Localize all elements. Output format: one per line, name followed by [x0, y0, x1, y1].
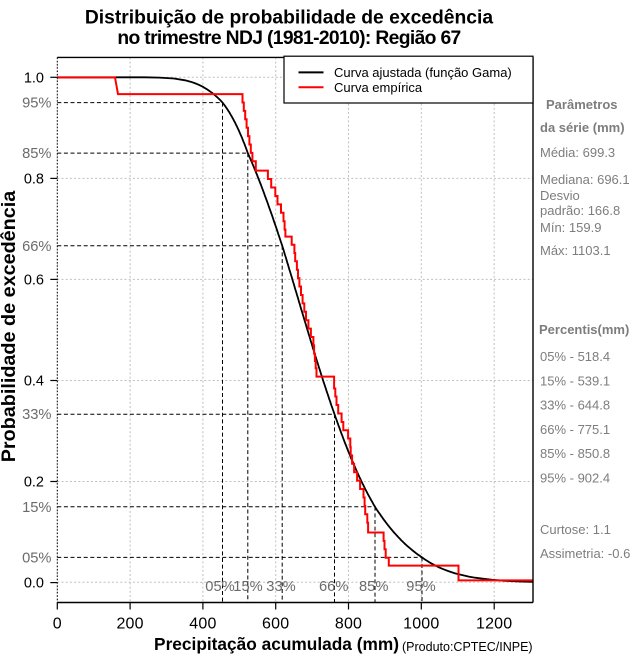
svg-text:05% - 518.4: 05% - 518.4 — [540, 349, 610, 364]
svg-text:Percentis(mm): Percentis(mm) — [539, 322, 629, 337]
svg-text:(Produto:CPTEC/INPE): (Produto:CPTEC/INPE) — [402, 640, 533, 654]
svg-text:95%: 95% — [22, 96, 51, 112]
svg-text:0: 0 — [53, 616, 62, 633]
svg-text:padrão: 166.8: padrão: 166.8 — [540, 203, 620, 218]
svg-text:Parâmetros: Parâmetros — [546, 97, 618, 112]
svg-text:15%: 15% — [22, 500, 51, 516]
svg-text:05%: 05% — [205, 579, 234, 595]
svg-text:Mín: 159.9: Mín: 159.9 — [540, 220, 601, 235]
svg-text:0.6: 0.6 — [24, 272, 44, 288]
svg-text:85% - 850.8: 85% - 850.8 — [540, 446, 610, 461]
svg-text:1000: 1000 — [403, 616, 439, 633]
svg-text:05%: 05% — [22, 550, 51, 566]
svg-text:Curtose: 1.1: Curtose: 1.1 — [540, 522, 611, 537]
svg-text:Desvio: Desvio — [540, 188, 580, 203]
svg-text:1.0: 1.0 — [24, 70, 44, 86]
svg-text:1200: 1200 — [476, 616, 512, 633]
svg-text:200: 200 — [116, 616, 143, 633]
svg-text:0.4: 0.4 — [24, 374, 44, 390]
svg-text:Distribuição de probabilidade: Distribuição de probabilidade de excedên… — [85, 8, 494, 29]
svg-text:Curva empírica: Curva empírica — [334, 80, 423, 95]
svg-text:600: 600 — [262, 616, 289, 633]
svg-text:66%: 66% — [319, 579, 348, 595]
svg-text:0.2: 0.2 — [24, 475, 44, 491]
svg-text:33% - 644.8: 33% - 644.8 — [540, 398, 610, 413]
svg-text:Assimetria: -0.6: Assimetria: -0.6 — [540, 546, 630, 561]
svg-text:15% - 539.1: 15% - 539.1 — [540, 373, 610, 388]
svg-text:66%: 66% — [22, 239, 51, 255]
svg-text:66% - 775.1: 66% - 775.1 — [540, 422, 610, 437]
svg-text:Média: 699.3: Média: 699.3 — [540, 145, 615, 160]
svg-text:800: 800 — [335, 616, 362, 633]
svg-text:0.8: 0.8 — [24, 171, 44, 187]
svg-text:Mediana: 696.1: Mediana: 696.1 — [540, 172, 630, 187]
svg-text:da série (mm): da série (mm) — [540, 120, 625, 135]
svg-text:85%: 85% — [22, 146, 51, 162]
svg-text:Probabilidade de excedência: Probabilidade de excedência — [0, 190, 20, 463]
svg-text:33%: 33% — [22, 407, 51, 423]
svg-text:85%: 85% — [359, 579, 388, 595]
svg-text:400: 400 — [189, 616, 216, 633]
svg-text:no trimestre NDJ (1981-2010):: no trimestre NDJ (1981-2010): Região 67 — [117, 28, 460, 49]
svg-text:95%: 95% — [406, 579, 435, 595]
svg-text:95% - 902.4: 95% - 902.4 — [540, 471, 610, 486]
svg-text:Precipitação acumulada (mm): Precipitação acumulada (mm) — [154, 634, 399, 654]
svg-text:Curva ajustada (função Gama): Curva ajustada (função Gama) — [334, 65, 512, 80]
svg-text:33%: 33% — [266, 579, 295, 595]
svg-text:0.0: 0.0 — [24, 576, 44, 592]
svg-text:Máx: 1103.1: Máx: 1103.1 — [540, 243, 611, 258]
svg-text:15%: 15% — [233, 579, 262, 595]
